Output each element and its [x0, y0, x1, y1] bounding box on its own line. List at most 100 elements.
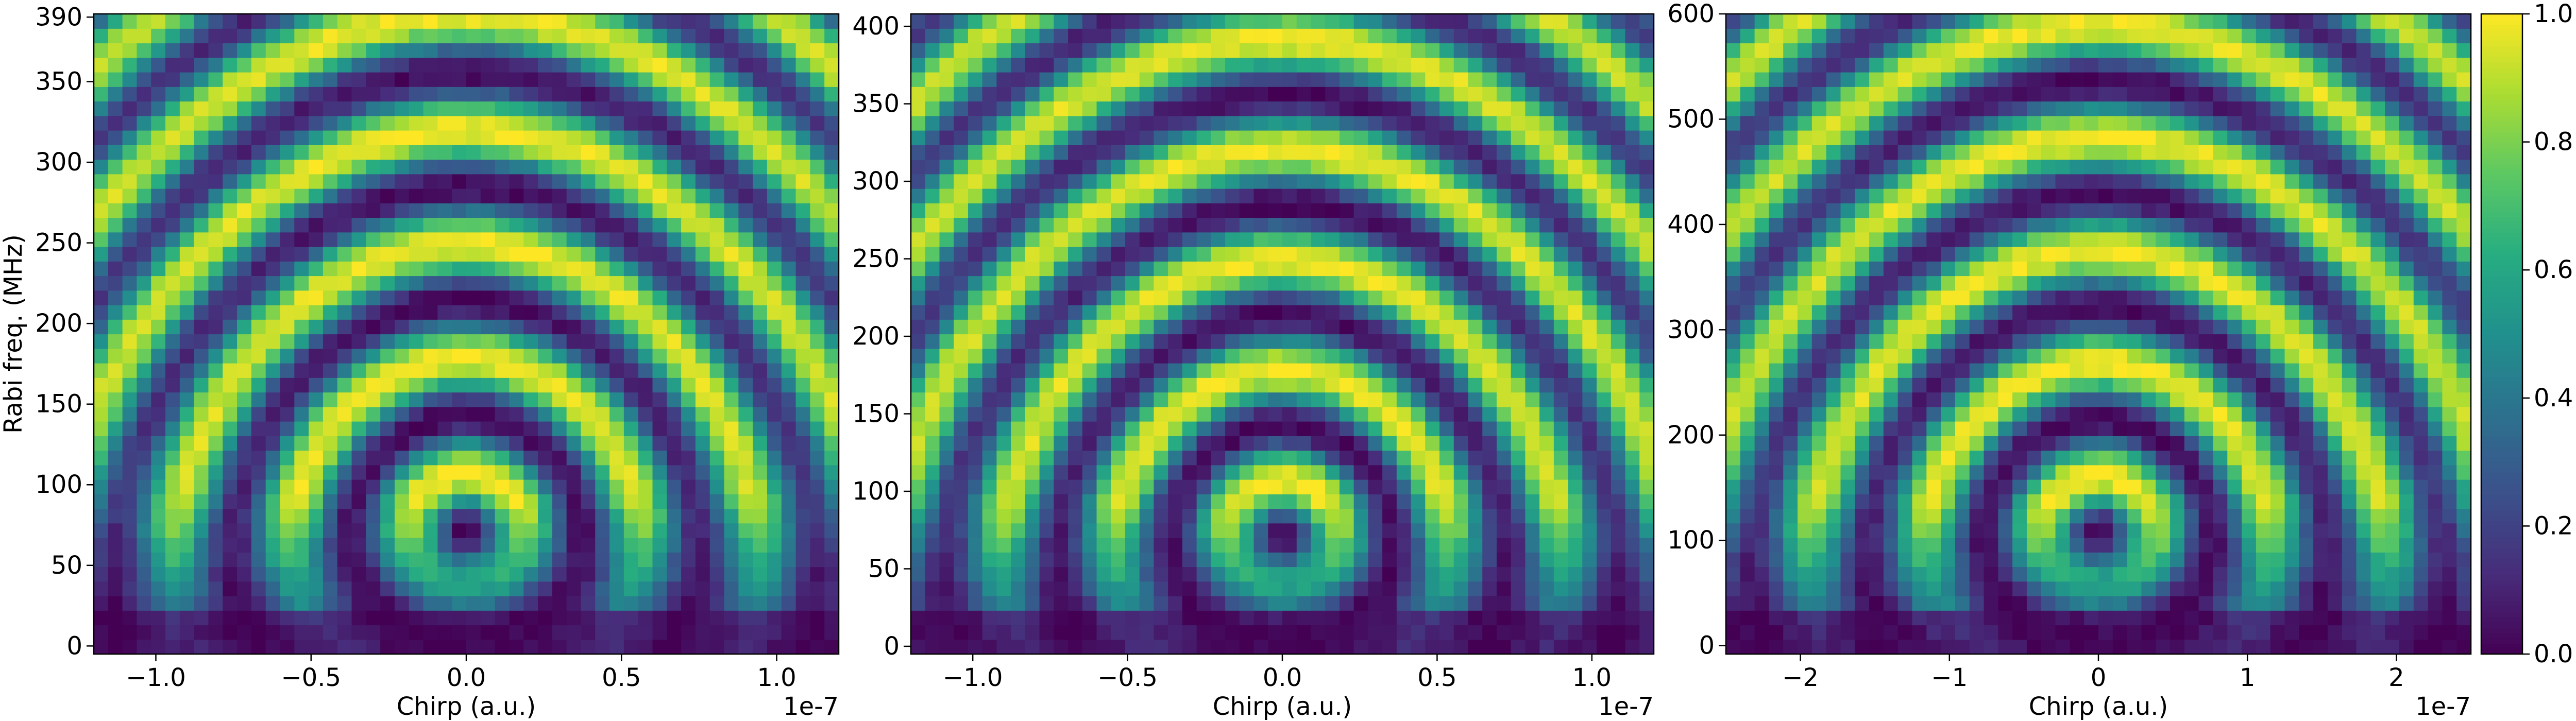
heatmap-cell: [1296, 203, 1312, 218]
heatmap-cell: [1811, 639, 1827, 655]
heatmap-cell: [1396, 174, 1412, 189]
heatmap-cell: [208, 28, 223, 44]
heatmap-cell: [1168, 450, 1183, 466]
heatmap-cell: [251, 72, 266, 87]
heatmap-cell: [223, 232, 238, 247]
heatmap-cell: [1054, 232, 1069, 247]
heatmap-cell: [968, 392, 983, 407]
heatmap-cell: [623, 436, 639, 451]
heatmap-cell: [351, 450, 366, 466]
heatmap-cell: [954, 450, 969, 466]
heatmap-cell: [1211, 232, 1226, 247]
heatmap-cell: [566, 14, 582, 29]
heatmap-cell: [137, 436, 151, 451]
heatmap-cell: [1168, 305, 1183, 320]
heatmap-cell: [2127, 625, 2142, 640]
heatmap-cell: [122, 14, 138, 29]
heatmap-cell: [1111, 538, 1126, 553]
heatmap-cell: [810, 159, 825, 175]
heatmap-cell: [523, 377, 538, 393]
heatmap-cell: [667, 538, 682, 553]
heatmap-cell: [94, 14, 109, 29]
heatmap-cell: [1111, 566, 1126, 582]
heatmap-cell: [810, 392, 825, 407]
heatmap-cell: [1482, 436, 1497, 451]
heatmap-cell: [122, 479, 138, 494]
heatmap-cell: [1639, 159, 1654, 175]
heatmap-cell: [1253, 101, 1268, 116]
heatmap-cell: [2156, 625, 2171, 640]
heatmap-cell: [681, 159, 696, 175]
heatmap-cell: [1453, 566, 1469, 582]
heatmap-cell: [2442, 625, 2457, 640]
heatmap-cell: [351, 72, 366, 87]
heatmap-cell: [1168, 319, 1183, 335]
heatmap-cell: [2342, 566, 2357, 582]
heatmap-cell: [1912, 610, 1927, 626]
heatmap-cell: [466, 72, 481, 87]
heatmap-cell: [1582, 639, 1597, 655]
x-tick-label: −0.5: [1097, 663, 1158, 692]
heatmap-cell: [2284, 610, 2299, 626]
heatmap-cell: [1168, 43, 1183, 58]
heatmap-cell: [1325, 57, 1340, 73]
heatmap-cell: [1225, 523, 1240, 538]
heatmap-cell: [94, 290, 109, 305]
heatmap-cell: [911, 174, 926, 189]
heatmap-cell: [466, 319, 481, 335]
heatmap-cell: [824, 319, 839, 335]
heatmap-cell: [1082, 72, 1097, 87]
heatmap-cell: [1211, 261, 1226, 277]
heatmap-cell: [409, 217, 424, 233]
heatmap-cell: [939, 145, 954, 160]
heatmap-cell: [237, 319, 252, 335]
heatmap-cell: [437, 174, 452, 189]
heatmap-cell: [1296, 43, 1312, 58]
heatmap-cell: [954, 101, 969, 116]
heatmap-cell: [437, 28, 452, 44]
heatmap-cell: [1282, 130, 1297, 145]
heatmap-cell: [1468, 188, 1483, 203]
heatmap-cell: [1553, 581, 1569, 596]
heatmap-cell: [1182, 276, 1197, 291]
heatmap-cell: [1553, 87, 1569, 102]
heatmap-cell: [208, 348, 223, 364]
heatmap-cell: [566, 319, 582, 335]
heatmap-cell: [709, 523, 725, 538]
heatmap-cell: [638, 28, 653, 44]
heatmap-cell: [795, 494, 810, 509]
heatmap-cell: [480, 145, 496, 160]
heatmap-cell: [337, 639, 352, 655]
heatmap-cell: [1353, 581, 1368, 596]
heatmap-cell: [824, 130, 839, 145]
heatmap-cell: [781, 363, 796, 378]
heatmap-cell: [1511, 188, 1526, 203]
heatmap-cell: [523, 43, 538, 58]
heatmap-cell: [1611, 450, 1626, 466]
heatmap-cell: [351, 203, 366, 218]
heatmap-cell: [1482, 334, 1497, 349]
heatmap-cell: [1926, 581, 1941, 596]
heatmap-cell: [1311, 450, 1326, 466]
heatmap-cell: [1525, 334, 1540, 349]
heatmap-cell: [681, 377, 696, 393]
heatmap-cell: [695, 319, 710, 335]
heatmap-cell: [2112, 625, 2128, 640]
heatmap-cell: [939, 28, 954, 44]
heatmap-cell: [681, 305, 696, 320]
heatmap-cell: [1139, 508, 1155, 524]
heatmap-cell: [1353, 101, 1368, 116]
heatmap-cell: [366, 72, 381, 87]
heatmap-cell: [337, 159, 352, 175]
heatmap-cell: [1268, 566, 1283, 582]
heatmap-cell: [795, 261, 810, 277]
heatmap-cell: [724, 72, 739, 87]
heatmap-cell: [1082, 14, 1097, 29]
heatmap-cell: [94, 406, 109, 422]
heatmap-cell: [2442, 639, 2457, 655]
heatmap-cell: [1453, 43, 1469, 58]
heatmap-cell: [2184, 581, 2199, 596]
heatmap-cell: [1726, 566, 1741, 582]
heatmap-cell: [309, 203, 324, 218]
heatmap-cell: [1382, 115, 1397, 131]
